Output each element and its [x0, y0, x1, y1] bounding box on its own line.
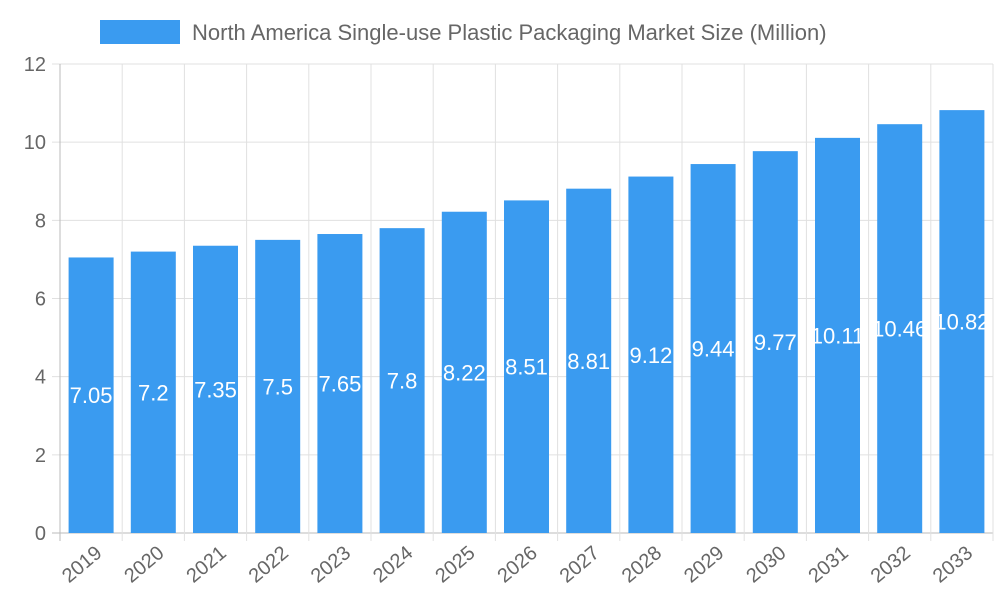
bar	[68, 257, 114, 533]
x-tick-label: 2024	[369, 542, 417, 587]
y-tick-label: 12	[24, 54, 46, 76]
bar	[317, 234, 363, 533]
data-label: 7.05	[70, 383, 113, 408]
data-label: 7.35	[194, 377, 237, 402]
legend-swatch	[100, 20, 180, 44]
data-label: 9.12	[629, 343, 672, 368]
data-label: 8.51	[505, 355, 548, 380]
y-axis-ticks: 0 2 4 6 8 10 12	[24, 54, 46, 545]
y-tick-label: 0	[35, 523, 46, 545]
x-tick-label: 2028	[618, 542, 666, 587]
x-tick-label: 2030	[742, 542, 790, 587]
x-tick-label: 2026	[493, 542, 541, 587]
data-label: 10.82	[934, 310, 989, 335]
x-tick-label: 2023	[307, 542, 355, 587]
x-tick-label: 2033	[929, 542, 977, 587]
x-tick-label: 2027	[556, 542, 604, 587]
data-labels: 7.05 7.2 7.35 7.5 7.65 7.8 8.22 8.51 8.81 9.12 9.4…	[70, 310, 990, 409]
bar	[939, 110, 985, 533]
grid	[52, 63, 994, 541]
data-label: 10.46	[872, 317, 927, 342]
legend[interactable]: North America Single-use Plastic Packagi…	[100, 20, 827, 45]
data-label: 9.44	[692, 337, 735, 362]
data-label: 7.65	[318, 372, 361, 397]
bar	[752, 151, 798, 534]
y-tick-label: 10	[24, 132, 46, 154]
x-tick-label: 2025	[431, 542, 479, 587]
x-tick-label: 2021	[182, 542, 230, 587]
x-axis-ticks: 2019 2020 2021 2022 2023 2024 2025 2026 2027 2028…	[58, 542, 977, 587]
bar	[877, 124, 923, 534]
x-tick-label: 2020	[120, 542, 168, 587]
x-tick-label: 2022	[245, 542, 293, 587]
data-label: 8.81	[567, 349, 610, 374]
bar	[441, 211, 487, 534]
data-label: 9.77	[754, 330, 797, 355]
bar	[815, 137, 860, 533]
bar	[628, 176, 674, 533]
bar	[690, 164, 736, 533]
bar	[130, 251, 176, 533]
legend-label: North America Single-use Plastic Packagi…	[192, 20, 827, 45]
data-label: 7.5	[262, 374, 293, 399]
data-label: 8.22	[443, 360, 486, 385]
y-tick-label: 8	[35, 210, 46, 232]
bar	[566, 188, 612, 533]
x-tick-label: 2029	[680, 542, 728, 587]
x-tick-label: 2032	[867, 542, 915, 587]
data-label: 7.8	[387, 369, 418, 394]
x-tick-label: 2031	[804, 542, 852, 587]
bar	[504, 200, 549, 534]
y-tick-label: 4	[35, 367, 46, 389]
bar	[379, 228, 425, 533]
x-tick-label: 2019	[58, 542, 106, 587]
bar	[255, 239, 301, 533]
data-label: 10.11	[811, 323, 864, 348]
bars	[68, 110, 985, 534]
y-tick-label: 6	[35, 289, 46, 311]
bar	[193, 245, 238, 534]
y-tick-label: 2	[35, 445, 46, 467]
data-label: 7.2	[138, 380, 169, 405]
